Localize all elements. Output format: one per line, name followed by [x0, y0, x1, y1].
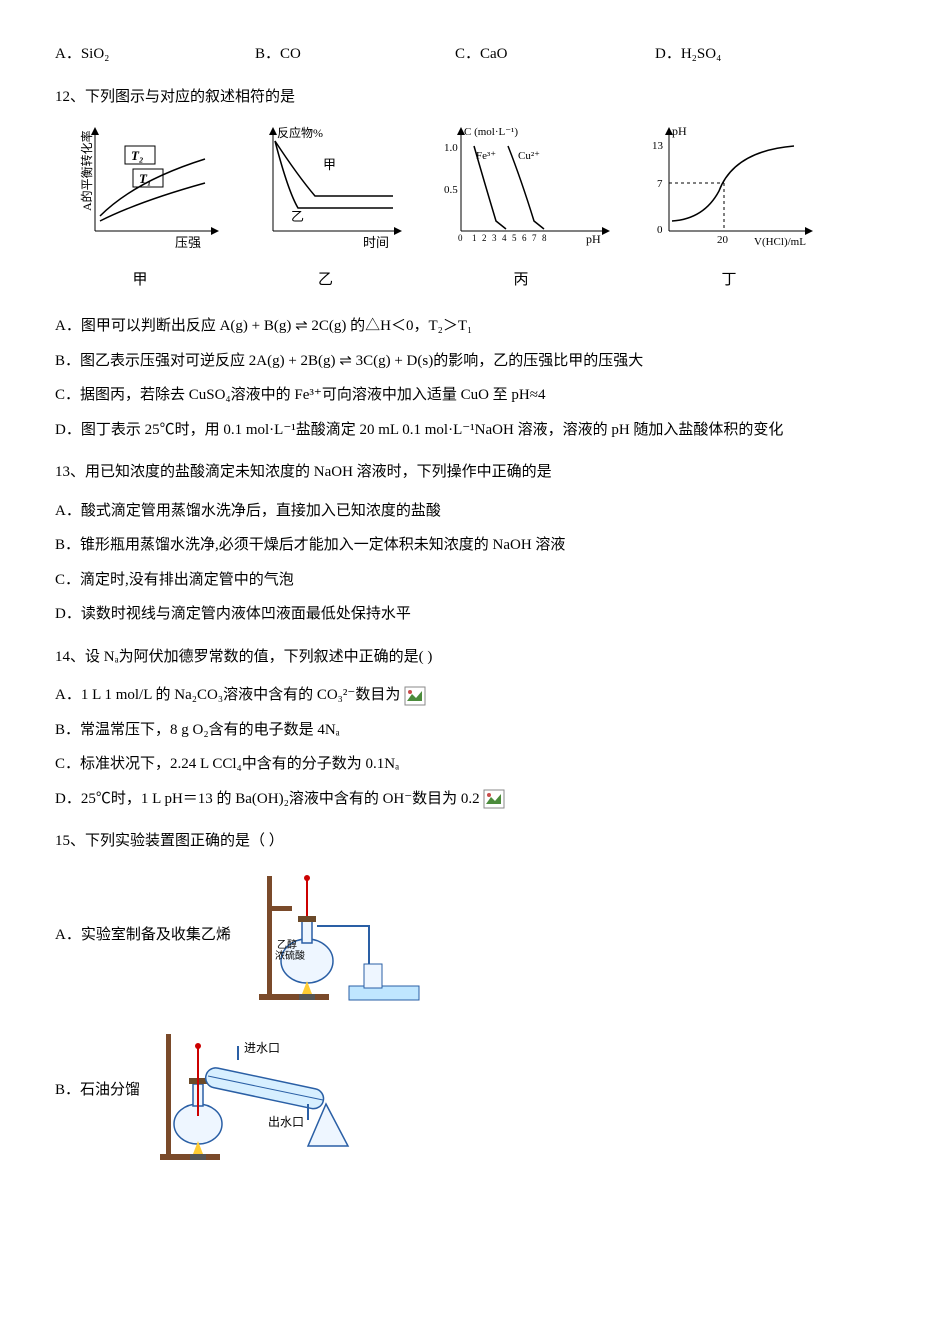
bing-xticks: 0 1 2 3 4 5 6 7 8: [458, 233, 547, 243]
yi-caption: 乙: [243, 266, 408, 295]
burner: [190, 1154, 206, 1160]
q12-opt-a: A．图甲可以判断出反应 A(g) + B(g) ⇌ 2C(g) 的△H＜0，T₂…: [55, 312, 895, 341]
q12-stem: 12、下列图示与对应的叙述相符的是: [55, 83, 895, 112]
chart-ding-svg: 13 7 0 20 pH V(HCl)/mL: [634, 121, 824, 251]
ding-caption: 丁: [634, 266, 824, 295]
stopper: [298, 916, 316, 922]
q15-stem: 15、下列实验装置图正确的是（ ）: [55, 827, 895, 856]
burner: [299, 994, 315, 1000]
ding-ylab: pH: [672, 124, 687, 138]
t2-label: T₂: [131, 148, 143, 163]
svg-text:4: 4: [502, 233, 507, 243]
stand-rod: [166, 1034, 171, 1156]
q13-stem: 13、用已知浓度的盐酸滴定未知浓度的 NaOH 溶液时，下列操作中正确的是: [55, 458, 895, 487]
q14-opt-d: D．25℃时，1 L pH＝13 的 Ba(OH)₂溶液中含有的 OH⁻数目为 …: [55, 785, 895, 814]
q11-opt-b: B．CO: [255, 40, 455, 69]
t1-label: T₁: [139, 171, 151, 186]
svg-text:0: 0: [458, 233, 463, 243]
bing-ylab: C (mol·L⁻¹): [464, 126, 518, 138]
q15-opt-b-diagram: 进水口 出水口: [148, 1016, 378, 1166]
broken-icon-dot: [408, 690, 412, 694]
q13-opt-b: B．锥形瓶用蒸馏水洗净,必须干燥后才能加入一定体积未知浓度的 NaOH 溶液: [55, 531, 895, 560]
bing-xlab: pH: [586, 232, 601, 246]
q14-opt-d-text: D．25℃时，1 L pH＝13 的 Ba(OH)₂溶液中含有的 OH⁻数目为 …: [55, 791, 480, 807]
inlet-label: 进水口: [244, 1041, 280, 1055]
ding-y7: 7: [657, 178, 663, 190]
ding-y0: 0: [657, 224, 663, 236]
ding-y13: 13: [652, 140, 664, 152]
broken-image-icon: [404, 686, 426, 706]
q15-opt-b-label: B．石油分馏: [55, 1076, 140, 1105]
q11-opt-d: D．H₂SO₄: [655, 40, 855, 69]
ding-xlab: V(HCl)/mL: [754, 236, 806, 248]
jia-ylab: A的平衡转化率: [79, 130, 94, 211]
receiver-flask: [308, 1104, 348, 1146]
svg-text:1: 1: [472, 233, 477, 243]
q12-opt-d: D．图丁表示 25℃时，用 0.1 mol·L⁻¹盐酸滴定 20 mL 0.1 …: [55, 416, 895, 445]
clamp: [267, 906, 292, 911]
jia-xlab: 压强: [175, 235, 201, 250]
chart-yi-svg: 甲 乙 反应物% 时间: [243, 121, 408, 251]
bing-cu2: Cu²⁺: [518, 150, 540, 162]
chart-bing: 1.0 0.5 Fe³⁺ Cu²⁺ 0 1 2 3 4 5 6 7 8 C (m…: [426, 121, 616, 294]
yi-yi-label: 乙: [291, 209, 304, 224]
chart-ding: 13 7 0 20 pH V(HCl)/mL 丁: [634, 121, 824, 294]
yi-ylab: 反应物%: [277, 125, 323, 140]
svg-text:2: 2: [482, 233, 487, 243]
q14-opt-a-text: A．1 L 1 mol/L 的 Na₂CO₃溶液中含有的 CO₃²⁻数目为: [55, 687, 400, 703]
q13-opt-d: D．读数时视线与滴定管内液体凹液面最低处保持水平: [55, 600, 895, 629]
q14-opt-c: C．标准状况下，2.24 L CCl₄中含有的分子数为 0.1Nₐ: [55, 750, 895, 779]
q15-opt-b-row: B．石油分馏 进水口 出水口: [55, 1016, 895, 1166]
bing-y10: 1.0: [444, 142, 458, 154]
svg-text:3: 3: [492, 233, 497, 243]
gas-jar: [364, 964, 382, 988]
q15-opt-a-row: A．实验室制备及收集乙烯 乙醇 浓硫酸: [55, 866, 895, 1006]
chart-bing-svg: 1.0 0.5 Fe³⁺ Cu²⁺ 0 1 2 3 4 5 6 7 8 C (m…: [426, 121, 616, 251]
q15-opt-a-diagram: 乙醇 浓硫酸: [239, 866, 439, 1006]
q11-options: A．SiO₂ B．CO C．CaO D．H₂SO₄: [55, 40, 895, 69]
thermo-top: [195, 1043, 201, 1049]
bing-caption: 丙: [426, 266, 616, 295]
outlet-label: 出水口: [268, 1115, 304, 1129]
svg-text:6: 6: [522, 233, 527, 243]
bing-y05: 0.5: [444, 184, 458, 196]
svg-text:8: 8: [542, 233, 547, 243]
q12-charts: T₂ T₁ A的平衡转化率 压强 甲 甲 乙 反应物% 时间 乙: [55, 121, 895, 294]
q15-opt-a-label: A．实验室制备及收集乙烯: [55, 921, 231, 950]
chart-jia: T₂ T₁ A的平衡转化率 压强 甲: [55, 121, 225, 294]
flask-text2: 浓硫酸: [275, 949, 305, 962]
q14-opt-a: A．1 L 1 mol/L 的 Na₂CO₃溶液中含有的 CO₃²⁻数目为: [55, 681, 895, 710]
q11-opt-a: A．SiO₂: [55, 40, 255, 69]
q12-opt-b: B．图乙表示压强对可逆反应 2A(g) + 2B(g) ⇌ 3C(g) + D(…: [55, 347, 895, 376]
yi-xlab: 时间: [363, 235, 389, 250]
ding-x20: 20: [717, 234, 729, 246]
stand-rod: [267, 876, 272, 996]
broken-image-icon: [483, 789, 505, 809]
bing-fe3: Fe³⁺: [476, 150, 496, 162]
q13-opt-c: C．滴定时,没有排出滴定管中的气泡: [55, 566, 895, 595]
yi-jia-label: 甲: [323, 157, 336, 172]
chart-yi: 甲 乙 反应物% 时间 乙: [243, 121, 408, 294]
svg-text:7: 7: [532, 233, 537, 243]
flask-text1: 乙醇: [277, 938, 297, 951]
q14-opt-b: B．常温常压下，8 g O₂含有的电子数是 4Nₐ: [55, 716, 895, 745]
jia-caption: 甲: [55, 266, 225, 295]
q12-opt-c: C．据图丙，若除去 CuSO₄溶液中的 Fe³⁺可向溶液中加入适量 CuO 至 …: [55, 381, 895, 410]
thermo-bulb-top: [304, 875, 310, 881]
water-trough: [349, 986, 419, 1000]
q13-opt-a: A．酸式滴定管用蒸馏水洗净后，直接加入已知浓度的盐酸: [55, 497, 895, 526]
broken-icon-dot: [487, 793, 491, 797]
chart-jia-svg: T₂ T₁ A的平衡转化率 压强: [55, 121, 225, 251]
svg-text:5: 5: [512, 233, 517, 243]
q11-opt-c: C．CaO: [455, 40, 655, 69]
flask-neck: [302, 921, 312, 943]
q14-stem: 14、设 Nₐ为阿伏加德罗常数的值，下列叙述中正确的是( ): [55, 643, 895, 672]
